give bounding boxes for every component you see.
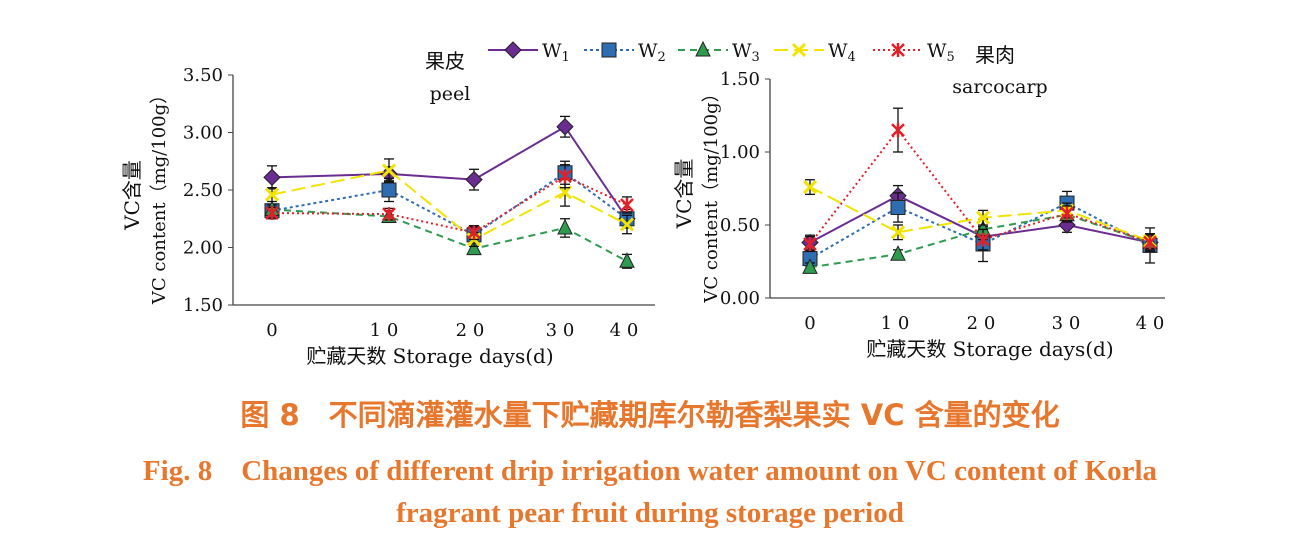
figure-svg: 1.50 2.00 2.50 3.00 3.50 0 1 0 2 0 3 0 4 0 贮藏天数 St… <box>120 40 1165 368</box>
legend-label: W1 <box>542 40 570 65</box>
legend-label: W2 <box>638 40 666 65</box>
x-tick-label: 3 0 <box>1052 313 1081 334</box>
x-axis-label: 贮藏天数 Storage days(d) <box>866 337 1113 361</box>
x-tick-label: 4 0 <box>610 320 639 341</box>
series-line <box>271 171 628 237</box>
x-tick-label: 2 0 <box>967 313 996 334</box>
x-tick-label: 1 0 <box>370 320 399 341</box>
data-point <box>891 123 905 138</box>
data-point <box>890 225 906 240</box>
legend-item-W3: W3 <box>678 40 760 65</box>
series-W3 <box>264 200 635 269</box>
data-point <box>556 118 574 136</box>
y-tick-label: 2.50 <box>183 180 223 201</box>
x-tick-label: 4 0 <box>1136 313 1165 334</box>
data-point <box>382 207 396 222</box>
series-W5 <box>803 107 1157 252</box>
data-point <box>264 187 280 202</box>
panel-title-zh: 果肉 <box>975 43 1015 67</box>
y-axis-label-zh: VC含量 <box>672 159 696 230</box>
y-tick-label: 1.00 <box>720 142 760 163</box>
legend-label: W4 <box>828 40 856 65</box>
legend: W1 W2 W3 W4 W5 <box>488 40 955 65</box>
series-W5 <box>265 164 634 241</box>
y-tick-label: 3.50 <box>183 65 223 86</box>
caption-english-line1: Fig. 8 Changes of different drip irrigat… <box>142 455 1158 487</box>
legend-marker <box>504 41 522 59</box>
data-point <box>558 169 572 184</box>
y-tick-label: 1.50 <box>720 69 760 90</box>
y-tick-label: 2.00 <box>183 238 223 259</box>
series-line <box>271 175 628 234</box>
data-point <box>802 179 818 195</box>
data-point <box>890 245 906 261</box>
panel-title-en: sarcocarp <box>952 76 1047 98</box>
legend-marker <box>601 42 617 58</box>
data-point <box>620 197 634 212</box>
data-point <box>263 168 281 187</box>
data-point <box>265 206 279 220</box>
data-point <box>381 182 397 198</box>
legend-marker <box>791 42 807 58</box>
x-axis-label: 贮藏天数 Storage days(d) <box>306 344 553 368</box>
data-point <box>975 210 991 225</box>
y-tick-label: 1.50 <box>183 295 223 316</box>
data-point <box>465 170 483 189</box>
legend-label: W3 <box>732 40 760 65</box>
x-tick-label: 1 0 <box>881 313 910 334</box>
x-tick-label: 0 <box>266 320 277 341</box>
data-point <box>619 252 635 268</box>
series-line <box>271 208 628 263</box>
series-line <box>809 128 1151 245</box>
legend-item-W5: W5 <box>873 40 955 65</box>
panel-title-zh: 果皮 <box>425 49 465 73</box>
x-tick-label: 3 0 <box>546 320 575 341</box>
data-point <box>802 258 818 274</box>
legend-marker <box>891 43 905 57</box>
series-W1 <box>263 115 636 228</box>
data-point <box>890 199 906 215</box>
panel-title-en: peel <box>430 83 471 105</box>
y-tick-label: 0.50 <box>720 215 760 236</box>
caption-chinese: 图 8 不同滴灌灌水量下贮藏期库尔勒香梨果实 VC 含量的变化 <box>240 398 1060 432</box>
data-point <box>381 163 397 178</box>
x-tick-label: 2 0 <box>456 320 485 341</box>
y-axis-label-en: VC content（mg/100g） <box>701 84 722 303</box>
chart-peel: 1.50 2.00 2.50 3.00 3.50 0 1 0 2 0 3 0 4 0 贮藏天数 St… <box>120 49 655 368</box>
data-point <box>619 217 635 232</box>
series-line <box>271 125 628 220</box>
data-point <box>557 218 573 235</box>
legend-marker <box>695 40 711 57</box>
legend-label: W5 <box>927 40 955 65</box>
series-W2 <box>264 160 635 244</box>
data-point <box>467 225 481 240</box>
y-tick-label: 3.00 <box>183 123 223 144</box>
y-tick-label: 0.00 <box>720 288 760 309</box>
legend-item-W4: W4 <box>774 40 856 65</box>
y-axis-label-zh: VC含量 <box>120 160 144 231</box>
chart-sarcocarp: 0.00 0.50 1.00 1.50 0 1 0 2 0 3 0 4 0 贮藏天数 Storag… <box>672 43 1165 361</box>
legend-item-W1: W1 <box>488 40 570 65</box>
x-tick-label: 0 <box>804 313 815 334</box>
data-point <box>803 236 817 251</box>
data-point <box>1143 235 1157 250</box>
y-axis-label-en: VC content（mg/100g） <box>149 86 170 305</box>
caption-english-line2: fragrant pear fruit during storage perio… <box>396 497 904 529</box>
data-point <box>976 232 990 247</box>
legend-item-W2: W2 <box>584 40 666 65</box>
data-point <box>1060 206 1074 221</box>
data-point <box>466 239 482 256</box>
